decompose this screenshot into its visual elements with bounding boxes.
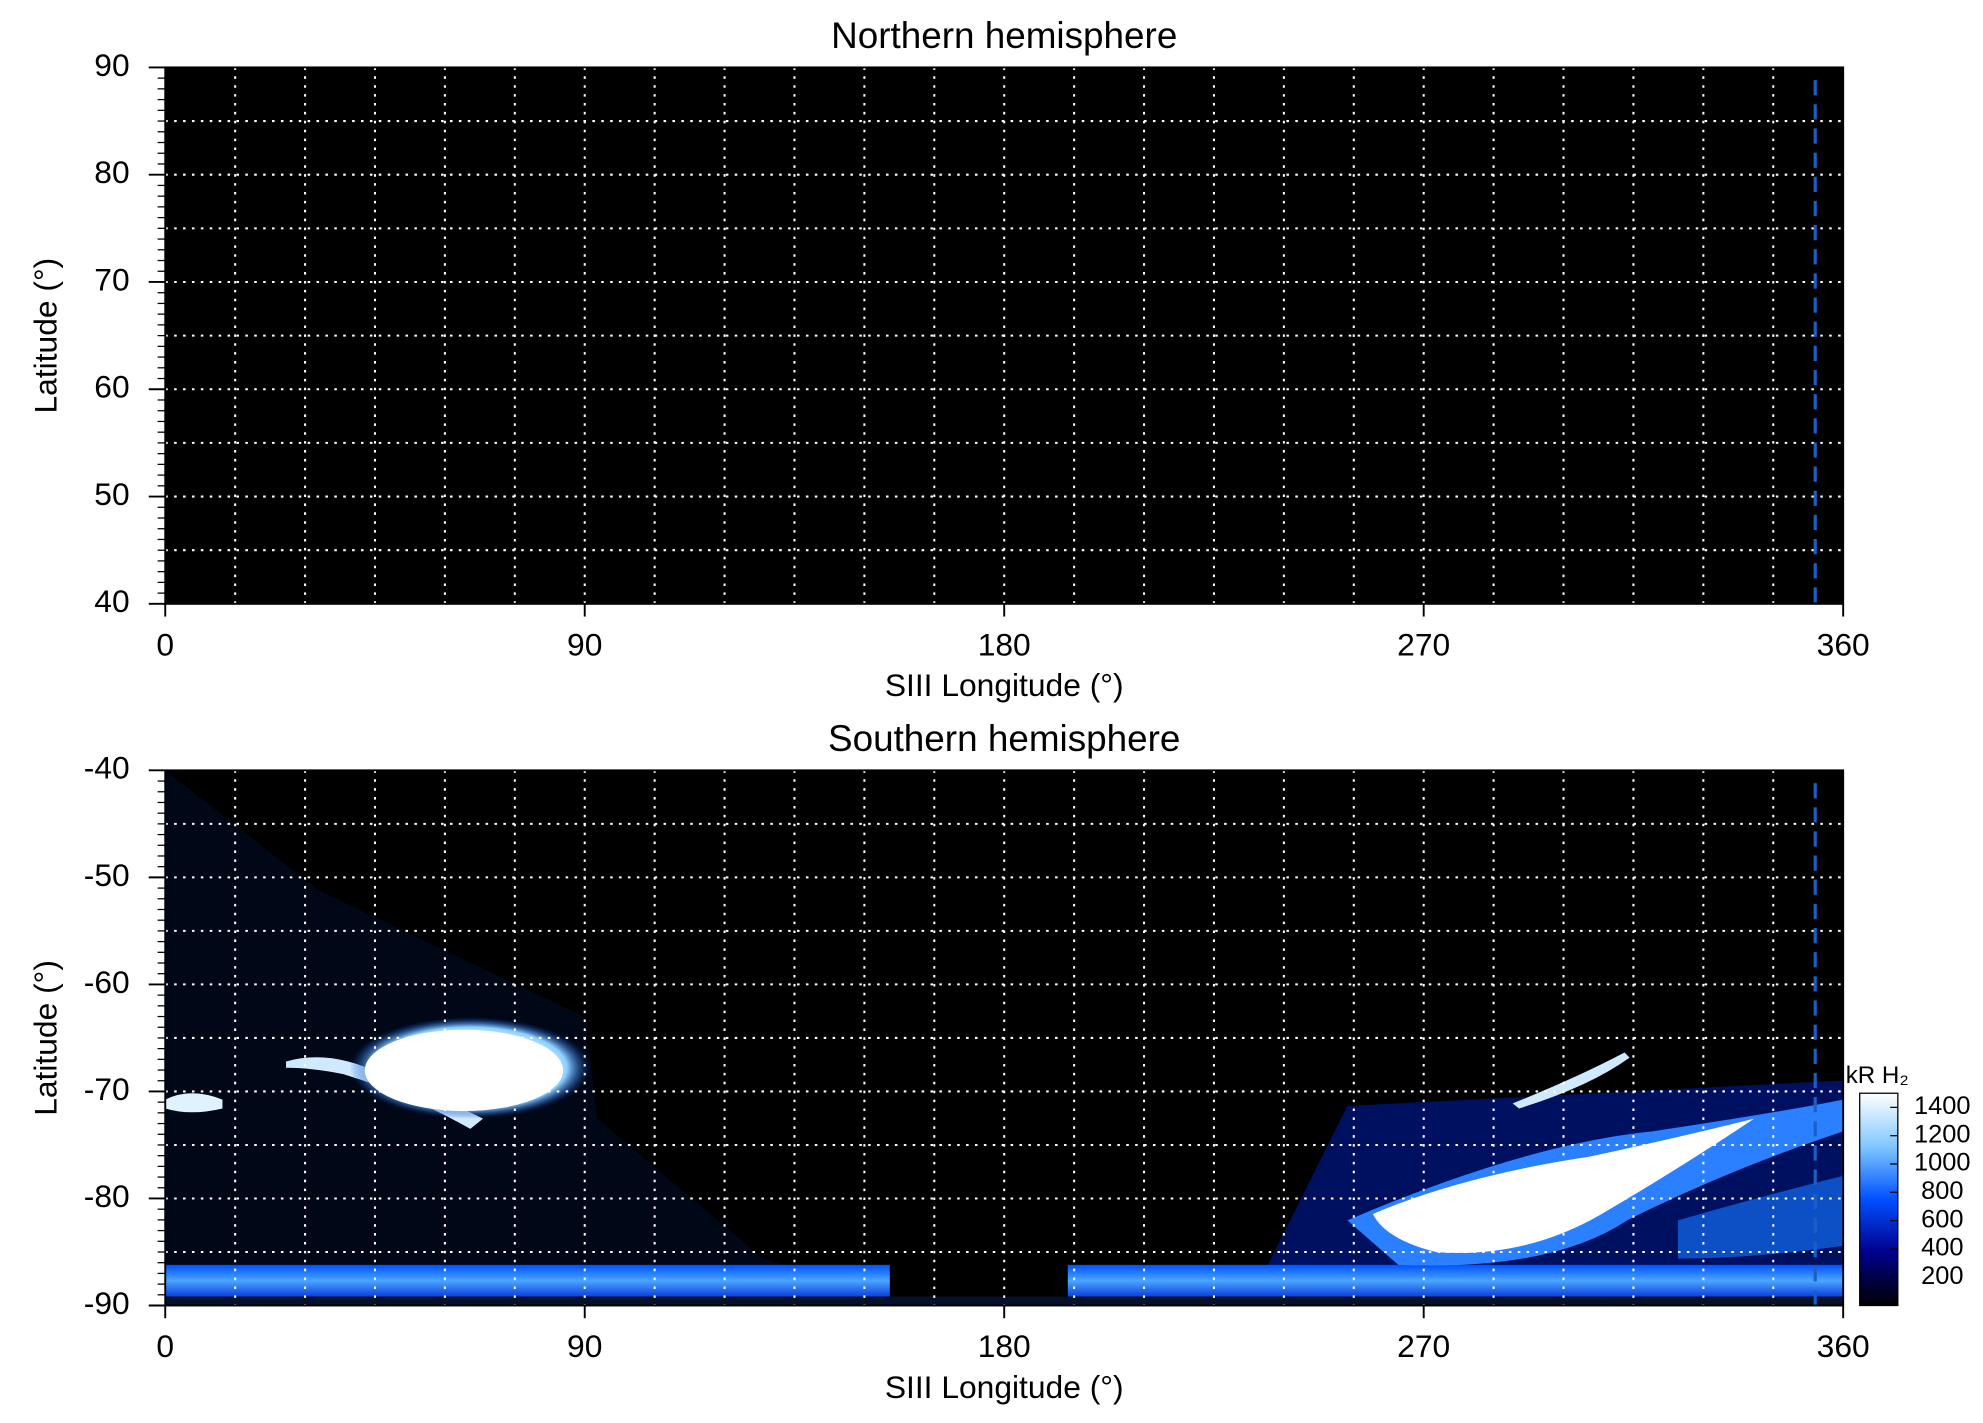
y-tick-label: 70: [94, 261, 129, 297]
x-tick-label: 0: [156, 626, 174, 662]
x-tick-label: 90: [567, 1328, 602, 1364]
y-tick-label: 90: [94, 47, 129, 83]
colorbar-tick-label: 1400: [1914, 1092, 1971, 1120]
y-tick-label: -70: [84, 1071, 130, 1107]
x-tick-label: 90: [567, 626, 602, 662]
x-tick-label: 360: [1817, 1328, 1870, 1364]
x-tick-label: 180: [978, 1328, 1031, 1364]
panel-title: Northern hemisphere: [831, 15, 1177, 56]
y-axis-label: Latitude (°): [28, 960, 64, 1116]
colorbar-tick-label: 1200: [1914, 1120, 1971, 1148]
y-tick-label: 80: [94, 154, 129, 190]
y-tick-label: -90: [84, 1285, 130, 1321]
colorbar: [1859, 1092, 1899, 1307]
colorbar-tick-label: 200: [1921, 1262, 1963, 1290]
colorbar-tick-label: 400: [1921, 1234, 1963, 1262]
x-tick-label: 180: [978, 626, 1031, 662]
y-tick-label: 40: [94, 583, 129, 619]
x-tick-label: 270: [1397, 626, 1450, 662]
y-tick-label: -80: [84, 1178, 130, 1214]
y-tick-label: -60: [84, 964, 130, 1000]
x-axis-label: SIII Longitude (°): [885, 1369, 1124, 1405]
x-tick-label: 270: [1397, 1328, 1450, 1364]
x-tick-label: 360: [1817, 626, 1870, 662]
y-tick-label: -50: [84, 857, 130, 893]
emission-image: [165, 770, 1844, 1306]
y-tick-label: -40: [84, 750, 130, 786]
y-tick-label: 60: [94, 369, 129, 405]
x-axis-label: SIII Longitude (°): [885, 667, 1124, 703]
x-tick-label: 0: [156, 1328, 174, 1364]
colorbar-tick-label: 1000: [1914, 1149, 1971, 1177]
panel-title: Southern hemisphere: [828, 718, 1180, 759]
y-tick-label: 50: [94, 476, 129, 512]
colorbar-label: kR H₂: [1846, 1062, 1909, 1089]
y-axis-label: Latitude (°): [28, 258, 64, 414]
colorbar-tick-label: 800: [1921, 1177, 1963, 1205]
colorbar-tick-label: 600: [1921, 1205, 1963, 1233]
